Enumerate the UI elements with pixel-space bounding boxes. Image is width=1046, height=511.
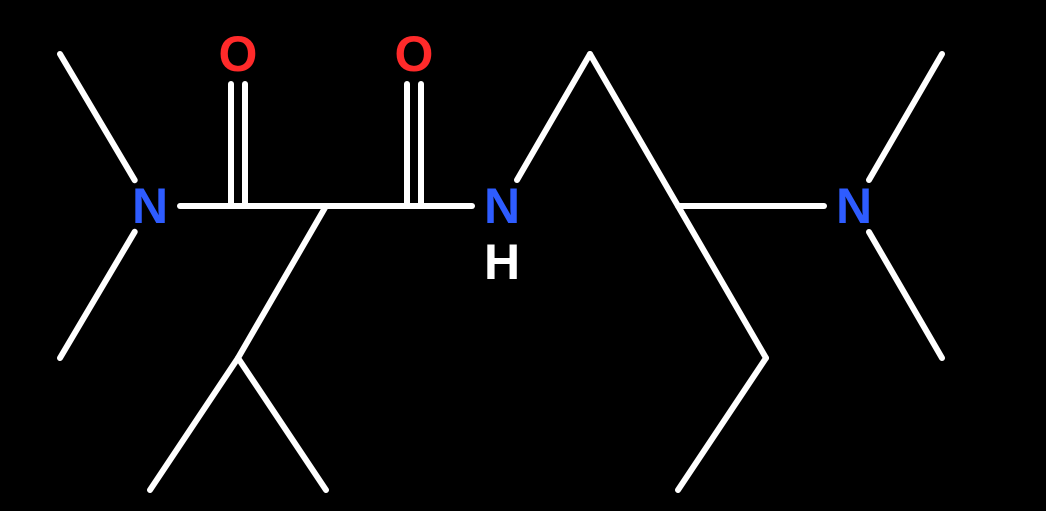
atom-n: N <box>132 178 168 234</box>
bond-single <box>238 358 326 490</box>
bond-single <box>678 206 766 358</box>
atom-o: O <box>395 26 434 82</box>
bond-single <box>60 54 135 180</box>
bond-single <box>678 358 766 490</box>
bond-single <box>869 54 942 180</box>
bond-single <box>590 54 678 206</box>
bond-single <box>150 358 238 490</box>
bond-single <box>60 232 135 358</box>
bond-single <box>238 206 326 358</box>
bond-single <box>869 232 942 358</box>
atom-h: H <box>484 234 520 290</box>
bond-single <box>517 54 590 180</box>
atom-n: N <box>836 178 872 234</box>
atom-o: O <box>219 26 258 82</box>
molecule-diagram: NOONHN <box>0 0 1046 511</box>
atom-n: N <box>484 178 520 234</box>
